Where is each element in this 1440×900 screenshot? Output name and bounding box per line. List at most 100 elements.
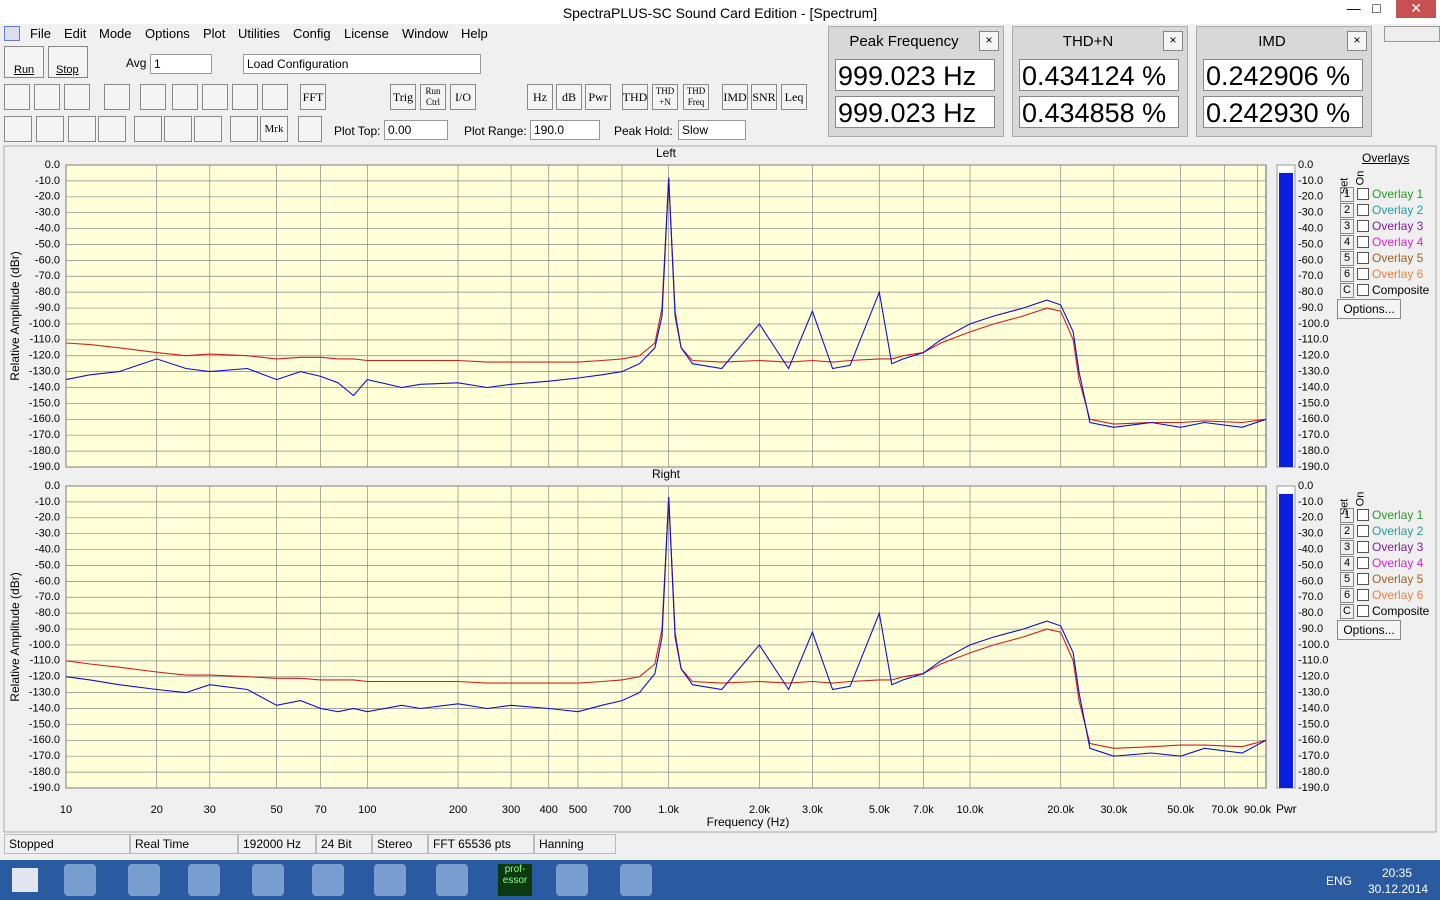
icon-button[interactable]: [68, 116, 96, 142]
y-tick-label: -190.0: [29, 461, 60, 473]
overlay-check[interactable]: [1357, 589, 1369, 601]
overlay-key[interactable]: 5: [1340, 572, 1354, 587]
icon-button[interactable]: [98, 116, 126, 142]
overlay-check[interactable]: [1357, 236, 1369, 248]
plot-range-input[interactable]: 190.0: [530, 120, 600, 140]
overlay-check[interactable]: [1357, 204, 1369, 216]
plot-top-input[interactable]: 0.00: [384, 120, 448, 140]
window-controls[interactable]: — □ ✕: [1336, 0, 1436, 22]
taskbar-icon[interactable]: [64, 864, 96, 896]
icon-button[interactable]: [134, 116, 162, 142]
menu-item[interactable]: License: [344, 26, 389, 41]
overlay-key[interactable]: 6: [1340, 588, 1354, 603]
overlay-check[interactable]: [1357, 525, 1369, 537]
taskbar-icon[interactable]: [374, 864, 406, 896]
overlay-check[interactable]: [1357, 268, 1369, 280]
overlay-check[interactable]: [1357, 557, 1369, 569]
meter-close[interactable]: ×: [1347, 31, 1367, 51]
tool-button[interactable]: Trig: [390, 84, 416, 110]
menu-item[interactable]: Mode: [99, 26, 132, 41]
menu-item[interactable]: Config: [293, 26, 331, 41]
marker-button[interactable]: Mrk: [260, 116, 288, 142]
tool-button[interactable]: Hz: [527, 84, 553, 110]
tool-button[interactable]: Leq: [781, 84, 807, 110]
overlay-key[interactable]: 1: [1340, 187, 1354, 202]
menu-item[interactable]: Plot: [203, 26, 226, 41]
menu-item[interactable]: Options: [145, 26, 190, 41]
overlay-key[interactable]: 4: [1340, 235, 1354, 250]
mdi-controls[interactable]: [1384, 26, 1440, 42]
icon-button[interactable]: [194, 116, 222, 142]
overlay-check[interactable]: [1357, 188, 1369, 200]
icon-button[interactable]: [262, 84, 288, 110]
run-button[interactable]: [4, 46, 44, 78]
overlay-check[interactable]: [1357, 605, 1369, 617]
tool-button[interactable]: Run Ctrl: [420, 84, 446, 110]
config-select[interactable]: Load Configuration: [243, 54, 481, 74]
icon-button[interactable]: [164, 116, 192, 142]
overlay-key[interactable]: 1: [1340, 508, 1354, 523]
meter-close[interactable]: ×: [1163, 31, 1183, 51]
menu-item[interactable]: Edit: [64, 26, 87, 41]
overlay-key[interactable]: C: [1340, 604, 1354, 619]
menu-item[interactable]: Window: [402, 26, 449, 41]
overlay-key[interactable]: 3: [1340, 219, 1354, 234]
taskbar-icon[interactable]: [620, 864, 652, 896]
overlay-check[interactable]: [1357, 220, 1369, 232]
tool-button[interactable]: THD: [622, 84, 648, 110]
overlay-name: Overlay 6: [1372, 267, 1424, 281]
taskbar-icon[interactable]: [436, 864, 468, 896]
tool-button[interactable]: SNR: [751, 84, 777, 110]
menu-item[interactable]: Utilities: [238, 26, 280, 41]
tool-button[interactable]: IMD: [722, 84, 748, 110]
overlay-key[interactable]: 3: [1340, 540, 1354, 555]
taskbar-icon[interactable]: [252, 864, 284, 896]
tool-button[interactable]: THD Freq: [683, 84, 709, 110]
icon-button[interactable]: [34, 84, 60, 110]
tool-button[interactable]: dB: [556, 84, 582, 110]
y-tick-label: -80.0: [35, 607, 60, 619]
overlay-key[interactable]: C: [1340, 283, 1354, 298]
icon-button[interactable]: [4, 84, 30, 110]
tool-button[interactable]: THD +N: [652, 84, 678, 110]
taskbar-icon[interactable]: [556, 864, 588, 896]
options-button[interactable]: Options...: [1337, 299, 1401, 319]
overlay-key[interactable]: 2: [1340, 524, 1354, 539]
icon-button[interactable]: [64, 84, 90, 110]
taskbar-icon[interactable]: [312, 864, 344, 896]
start-button[interactable]: [12, 868, 38, 892]
stop-button[interactable]: [48, 46, 88, 78]
icon-button[interactable]: [232, 84, 258, 110]
peak-hold-select[interactable]: Slow: [678, 120, 746, 140]
menu-item[interactable]: File: [30, 26, 51, 41]
icon-button[interactable]: [298, 116, 322, 142]
overlay-key[interactable]: 6: [1340, 267, 1354, 282]
overlay-check[interactable]: [1357, 541, 1369, 553]
overlay-check[interactable]: [1357, 573, 1369, 585]
plot-top-label: Plot Top:: [334, 124, 381, 138]
tool-button[interactable]: I/O: [450, 84, 476, 110]
options-button[interactable]: Options...: [1337, 620, 1401, 640]
taskbar-app-label[interactable]: prof- essor: [498, 864, 532, 896]
icon-button[interactable]: [140, 84, 166, 110]
taskbar-icon[interactable]: [188, 864, 220, 896]
overlay-key[interactable]: 5: [1340, 251, 1354, 266]
overlay-check[interactable]: [1357, 284, 1369, 296]
menu-item[interactable]: Help: [461, 26, 488, 41]
icon-button[interactable]: [4, 116, 32, 142]
tool-button[interactable]: FFT: [300, 84, 326, 110]
taskbar-icon[interactable]: [128, 864, 160, 896]
icon-button[interactable]: [104, 84, 130, 110]
icon-button[interactable]: [230, 116, 258, 142]
overlay-check[interactable]: [1357, 509, 1369, 521]
icon-button[interactable]: [202, 84, 228, 110]
spectrum-line: [65, 497, 1267, 749]
overlay-check[interactable]: [1357, 252, 1369, 264]
overlay-key[interactable]: 4: [1340, 556, 1354, 571]
avg-select[interactable]: 1: [150, 54, 212, 74]
tool-button[interactable]: Pwr: [585, 84, 611, 110]
overlay-key[interactable]: 2: [1340, 203, 1354, 218]
meter-close[interactable]: ×: [979, 31, 999, 51]
icon-button[interactable]: [36, 116, 64, 142]
icon-button[interactable]: [172, 84, 198, 110]
